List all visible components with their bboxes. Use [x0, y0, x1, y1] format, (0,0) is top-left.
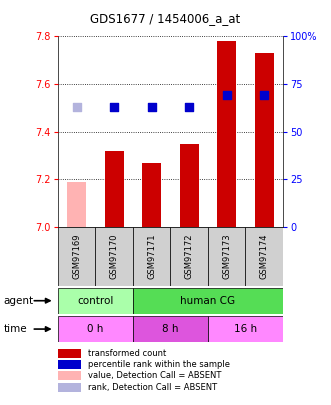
Bar	[58, 227, 95, 286]
Point	[187, 104, 192, 110]
Text: 0 h: 0 h	[87, 324, 104, 334]
Bar	[105, 151, 123, 227]
Point	[149, 104, 154, 110]
Text: percentile rank within the sample: percentile rank within the sample	[88, 360, 230, 369]
Point	[112, 104, 117, 110]
Text: GSM97169: GSM97169	[72, 233, 81, 279]
Bar	[246, 227, 283, 286]
Bar	[58, 288, 133, 314]
Point	[261, 92, 267, 99]
Point	[224, 92, 229, 99]
Bar	[255, 53, 274, 227]
Text: GSM97170: GSM97170	[110, 233, 119, 279]
Bar	[133, 227, 170, 286]
Text: rank, Detection Call = ABSENT: rank, Detection Call = ABSENT	[88, 383, 217, 392]
Bar	[170, 227, 208, 286]
Bar	[133, 316, 208, 342]
Text: time: time	[3, 324, 27, 334]
Text: GSM97174: GSM97174	[260, 233, 269, 279]
Text: GSM97171: GSM97171	[147, 233, 156, 279]
Bar	[95, 227, 133, 286]
Text: 16 h: 16 h	[234, 324, 257, 334]
Bar	[208, 227, 246, 286]
Text: GDS1677 / 1454006_a_at: GDS1677 / 1454006_a_at	[90, 12, 241, 25]
Text: agent: agent	[3, 296, 33, 306]
Bar	[142, 162, 161, 227]
Bar	[58, 316, 133, 342]
Bar	[133, 288, 283, 314]
Text: human CG: human CG	[180, 296, 236, 306]
Text: transformed count: transformed count	[88, 349, 166, 358]
Text: value, Detection Call = ABSENT: value, Detection Call = ABSENT	[88, 371, 221, 380]
Text: GSM97172: GSM97172	[185, 233, 194, 279]
Bar	[208, 316, 283, 342]
Bar	[217, 41, 236, 227]
Text: 8 h: 8 h	[162, 324, 179, 334]
Text: control: control	[77, 296, 114, 306]
Text: GSM97173: GSM97173	[222, 233, 231, 279]
Bar	[180, 143, 199, 227]
Bar	[67, 181, 86, 227]
Point	[74, 104, 79, 110]
